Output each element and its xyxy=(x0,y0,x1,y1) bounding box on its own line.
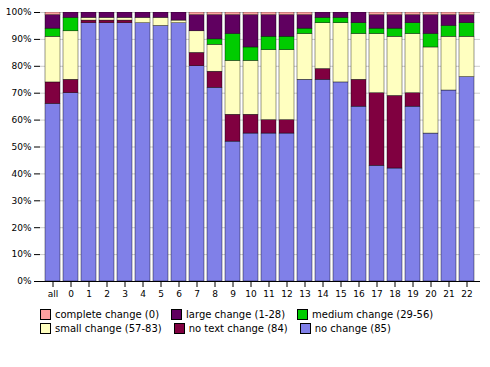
html-text:no text change (84): no text change (84) xyxy=(188,323,288,334)
svg-text:12: 12 xyxy=(281,289,292,299)
svg-text:14: 14 xyxy=(317,289,329,299)
svg-text:17: 17 xyxy=(371,289,382,299)
svg-text:2: 2 xyxy=(104,289,110,299)
svg-text:7: 7 xyxy=(194,289,200,299)
svg-text:10%: 10% xyxy=(11,249,31,259)
svg-text:100%: 100% xyxy=(6,7,32,17)
svg-text:60%: 60% xyxy=(11,115,31,125)
svg-text:10: 10 xyxy=(245,289,257,299)
svg-text:30%: 30% xyxy=(11,196,31,206)
html-text:complete change (0): complete change (0) xyxy=(55,309,159,320)
svg-text:21: 21 xyxy=(443,289,454,299)
html-text:large change (1-28): large change (1-28) xyxy=(186,309,285,320)
svg-text:0: 0 xyxy=(68,289,74,299)
svg-text:20: 20 xyxy=(425,289,437,299)
svg-text:70%: 70% xyxy=(11,88,31,98)
svg-text:4: 4 xyxy=(140,289,146,299)
svg-text:15: 15 xyxy=(335,289,346,299)
svg-text:all: all xyxy=(48,289,59,299)
svg-text:40%: 40% xyxy=(11,169,31,179)
svg-text:6: 6 xyxy=(176,289,182,299)
html-text:medium change (29-56): medium change (29-56) xyxy=(312,309,434,320)
svg-text:11: 11 xyxy=(263,289,274,299)
svg-text:8: 8 xyxy=(212,289,218,299)
svg-text:1: 1 xyxy=(86,289,92,299)
svg-text:22: 22 xyxy=(461,289,472,299)
svg-text:50%: 50% xyxy=(11,142,31,152)
svg-text:18: 18 xyxy=(389,289,401,299)
svg-text:9: 9 xyxy=(230,289,236,299)
svg-text:80%: 80% xyxy=(11,61,31,71)
html-text:no change (85): no change (85) xyxy=(314,323,391,334)
svg-text:13: 13 xyxy=(299,289,310,299)
svg-text:19: 19 xyxy=(407,289,419,299)
html-text:small change (57-83): small change (57-83) xyxy=(55,323,162,334)
svg-text:20%: 20% xyxy=(11,223,31,233)
svg-text:90%: 90% xyxy=(11,34,31,44)
svg-text:16: 16 xyxy=(353,289,365,299)
svg-text:0%: 0% xyxy=(17,276,32,286)
svg-text:3: 3 xyxy=(122,289,128,299)
svg-text:5: 5 xyxy=(158,289,164,299)
